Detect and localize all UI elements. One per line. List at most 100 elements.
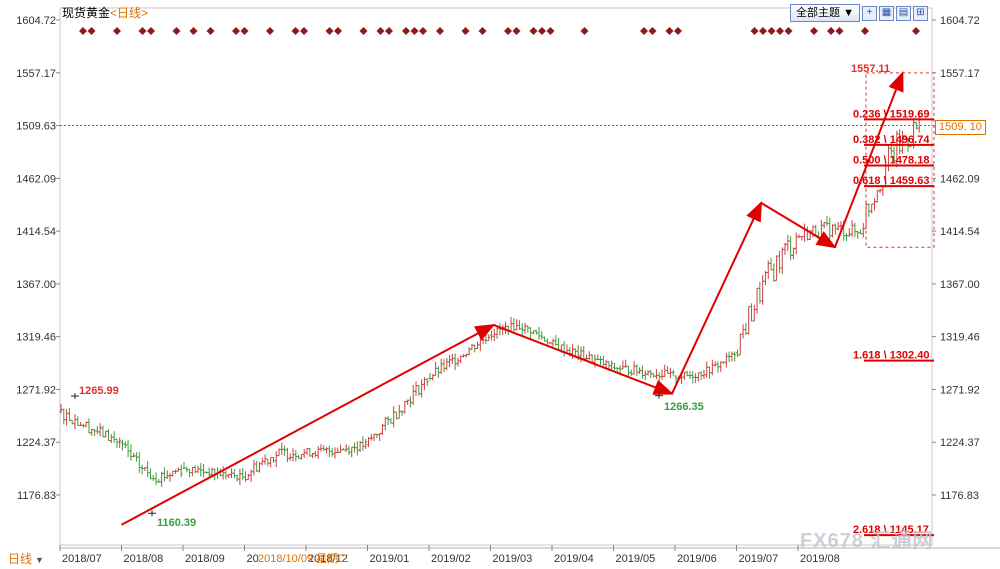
y-tick-label-right: 1271.92 — [940, 384, 980, 396]
y-tick-label-left: 1462.09 — [16, 173, 56, 185]
grid-layer — [59, 7, 1000, 549]
event-marker — [538, 27, 546, 35]
event-marker — [461, 27, 470, 35]
event-marker — [266, 27, 274, 35]
y-tick-label-left: 1509.63 — [16, 121, 56, 133]
event-marker — [478, 27, 487, 35]
y-tick-label-right: 1176.83 — [940, 490, 979, 502]
trend-arrow — [671, 201, 763, 395]
price-extreme-label: 1265.99 — [79, 385, 119, 397]
fibonacci-level-label: 0.236 \ 1519.69 — [853, 108, 929, 120]
event-marker — [206, 27, 215, 35]
event-marker — [172, 27, 181, 35]
x-tick-label: 2018/08 — [124, 553, 164, 565]
chevron-down-icon: ▼ — [35, 555, 44, 565]
y-tick-label-right: 1557.17 — [940, 68, 980, 80]
period-tab-label: 日线 — [8, 552, 33, 566]
event-marker — [189, 27, 198, 35]
y-tick-label-right: 1224.37 — [940, 437, 980, 449]
event-marker — [674, 27, 682, 35]
trend-arrow — [760, 201, 837, 249]
x-tick-label: 2018/12 — [308, 553, 348, 565]
event-marker — [912, 27, 920, 35]
period-label: <日线> — [110, 6, 149, 20]
event-marker — [325, 27, 334, 35]
price-extreme-label: 1160.39 — [157, 517, 196, 529]
fibonacci-level-label: 1.618 \ 1302.40 — [853, 350, 929, 362]
theme-label: 全部主题 — [796, 7, 840, 19]
event-marker — [861, 27, 869, 35]
trend-arrow-layer — [121, 71, 904, 526]
plot-frame — [59, 7, 933, 546]
event-marker — [512, 27, 521, 35]
event-marker — [436, 27, 444, 35]
event-marker — [810, 27, 818, 35]
y-tick-label-right: 1319.46 — [940, 332, 980, 344]
event-marker — [300, 27, 308, 35]
event-marker — [640, 27, 648, 35]
price-extreme-label: 1266.35 — [664, 401, 704, 413]
event-marker — [776, 27, 784, 35]
expand-icon[interactable]: ⊞ — [912, 5, 928, 21]
y-tick-label-left: 1557.17 — [16, 68, 56, 80]
event-marker — [784, 27, 793, 35]
tile-view-icon[interactable]: ▦ — [878, 5, 894, 21]
event-marker — [232, 27, 240, 35]
event-marker — [504, 27, 512, 35]
chevron-down-icon: ▼ — [843, 7, 854, 19]
fibonacci-level-label: 2.618 \ 1145.17 — [853, 524, 929, 536]
event-marker — [334, 27, 342, 35]
candlestick-series — [59, 111, 921, 487]
y-tick-label-right: 1462.09 — [940, 173, 980, 185]
x-tick-label: 2019/08 — [800, 553, 840, 565]
fibonacci-level-label: 0.618 \ 1459.63 — [853, 175, 929, 187]
fibonacci-level-label: 0.382 \ 1496.74 — [853, 134, 930, 146]
event-marker — [827, 27, 835, 35]
price-label-layer: 1265.99 1160.39 1266.35 1557.11 — [71, 63, 890, 529]
y-tick-label-left: 1271.92 — [16, 384, 56, 396]
x-tick-label: 2019/02 — [431, 553, 471, 565]
fibonacci-level-label: 0.500 \ 1478.18 — [853, 154, 929, 166]
event-marker — [546, 27, 555, 35]
theme-dropdown[interactable]: 全部主题 ▼ — [790, 4, 860, 22]
x-tick-label: 2019/06 — [677, 553, 717, 565]
event-marker — [580, 27, 589, 35]
fibonacci-range-box — [865, 72, 935, 248]
event-marker — [759, 27, 767, 35]
event-marker — [87, 27, 96, 35]
y-tick-label-left: 1224.37 — [16, 437, 56, 449]
y-tick-label-right: 1367.00 — [940, 279, 980, 291]
y-tick-label-left: 1604.72 — [16, 15, 56, 27]
trend-arrow — [833, 71, 904, 248]
event-marker — [113, 27, 121, 35]
x-tick-label: 2019/04 — [554, 553, 594, 565]
event-marker — [410, 27, 419, 35]
y-tick-label-left: 1414.54 — [16, 226, 56, 238]
event-marker — [359, 27, 368, 35]
y-tick-label-left: 1176.83 — [17, 490, 56, 502]
event-marker-row — [79, 27, 920, 35]
event-marker — [385, 27, 393, 35]
x-tick-label: 2019/07 — [739, 553, 779, 565]
price-extreme-label: 1557.11 — [851, 63, 890, 75]
chart-toolbar: 全部主题 ▼ + ▦ ▤ ⊞ — [790, 4, 928, 22]
watermark-logo: FX678 汇通网 — [800, 530, 934, 552]
crosshair-date-label: 2018/10/09 星期二 — [258, 552, 349, 565]
event-marker — [291, 27, 300, 35]
x-tick-label: 20 — [247, 553, 259, 565]
x-tick-label: 2019/03 — [493, 553, 533, 565]
y-tick-label-right: 1604.72 — [940, 15, 980, 27]
fibonacci-layer: 0.236 \ 1519.69 0.382 \ 1496.74 0.500 \ 14… — [853, 72, 935, 537]
period-tab[interactable]: 日线 ▼ — [2, 551, 52, 567]
x-tick-label: 2018/09 — [185, 553, 225, 565]
grid-plus-icon[interactable]: + — [861, 5, 877, 21]
event-marker — [835, 27, 844, 35]
list-view-icon[interactable]: ▤ — [895, 5, 911, 21]
y-tick-label-left: 1367.00 — [16, 279, 56, 291]
event-marker — [419, 27, 427, 35]
event-marker — [665, 27, 674, 35]
x-tick-label: 2019/05 — [616, 553, 656, 565]
x-tick-label: 2019/01 — [370, 553, 410, 565]
event-marker — [529, 27, 538, 35]
